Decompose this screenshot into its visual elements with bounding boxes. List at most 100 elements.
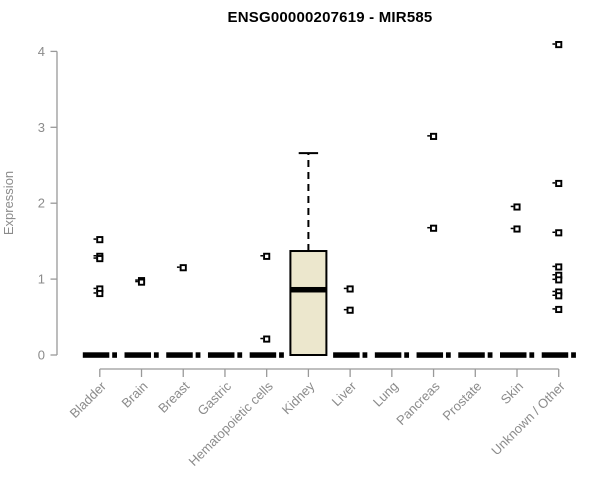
data-point <box>555 179 563 188</box>
data-point-tick <box>176 266 180 268</box>
zero-median-bar <box>333 352 360 358</box>
median-line <box>290 286 327 293</box>
data-point-tick <box>552 43 556 45</box>
data-point-tick <box>135 280 138 283</box>
x-tick-label: Liver <box>329 378 360 409</box>
data-point <box>513 225 521 233</box>
data-point-tick <box>260 255 264 257</box>
zero-median-bar <box>195 352 201 358</box>
zero-median-bar <box>124 352 152 358</box>
data-point <box>555 292 563 300</box>
box <box>289 250 328 356</box>
zero-median-bar <box>249 352 277 358</box>
y-tick-label: 1 <box>38 272 45 287</box>
data-point <box>96 255 104 263</box>
x-tick-label: Lung <box>370 379 401 410</box>
chart-title: ENSG00000207619 - MIR585 <box>227 9 433 26</box>
data-point <box>430 132 438 140</box>
zero-median-bar <box>374 352 402 358</box>
data-point-tick <box>93 255 97 257</box>
zero-median-bar <box>279 352 284 358</box>
zero-median-bar <box>237 352 243 358</box>
x-tick-label: Brain <box>119 379 151 411</box>
data-point-tick <box>552 182 556 184</box>
x-tick-label: Breast <box>155 378 192 415</box>
data-point <box>430 224 438 232</box>
data-point-tick <box>135 279 138 281</box>
zero-median-bar <box>166 352 193 358</box>
data-point <box>346 306 354 314</box>
zero-median-bar <box>82 352 110 358</box>
x-tick-label: Unknown / Other <box>488 378 568 458</box>
y-tick-label: 2 <box>38 196 45 211</box>
data-point <box>179 264 187 272</box>
data-point <box>137 278 146 286</box>
zero-median-bar <box>362 352 368 358</box>
x-tick-label: Skin <box>498 379 526 407</box>
data-point <box>346 285 354 293</box>
y-axis-label: Expression <box>1 171 16 235</box>
series-bladder <box>82 236 117 358</box>
data-point-tick <box>552 294 556 296</box>
zero-median-bar <box>500 352 527 358</box>
y-axis: 0 1 2 3 4 Expression <box>1 44 58 363</box>
x-tick-label: Pancreas <box>393 378 443 428</box>
data-point <box>555 263 563 271</box>
zero-median-bar <box>445 352 451 358</box>
data-point <box>263 252 271 260</box>
data-point <box>555 41 563 49</box>
zero-median-bar <box>404 352 410 358</box>
data-point-tick <box>427 135 430 137</box>
series-lung <box>374 352 410 358</box>
zero-median-bar <box>207 352 235 358</box>
zero-median-bar <box>529 352 535 358</box>
y-tick-label: 4 <box>38 44 45 59</box>
zero-median-bar <box>541 352 569 358</box>
series-breast <box>166 264 201 358</box>
series-prostate <box>458 352 493 358</box>
zero-median-bar <box>153 352 159 358</box>
series-hematopoietic-cells <box>249 252 284 358</box>
data-point-tick <box>93 238 97 240</box>
data-point-tick <box>510 205 514 208</box>
data-point-tick <box>552 308 556 310</box>
series-liver <box>333 285 368 358</box>
series-skin <box>500 203 535 358</box>
data-point-tick <box>552 290 556 293</box>
data-point-tick <box>552 265 556 268</box>
x-tick-label: Gastric <box>194 378 234 418</box>
zero-median-bar <box>458 352 485 358</box>
data-point <box>555 229 563 237</box>
series-gastric <box>207 352 243 358</box>
y-tick-label: 3 <box>38 120 45 135</box>
series-pancreas <box>416 132 451 358</box>
x-tick-label: Prostate <box>440 379 485 424</box>
series-kidney <box>289 152 328 356</box>
x-tick-label: Kidney <box>279 378 318 417</box>
data-point <box>96 289 104 298</box>
data-point-tick <box>93 287 97 290</box>
data-point-tick <box>93 257 97 259</box>
data-point <box>555 276 563 284</box>
data-point-tick <box>552 231 556 234</box>
series-brain <box>124 277 159 358</box>
data-point <box>96 236 104 244</box>
zero-median-bar <box>487 352 493 358</box>
data-point-tick <box>343 287 347 290</box>
data-point-tick <box>427 226 430 229</box>
data-point <box>263 335 271 343</box>
zero-median-bar <box>112 352 117 358</box>
data-point <box>513 203 521 211</box>
data-point-tick <box>343 308 347 311</box>
series-unknown-other <box>541 41 576 358</box>
data-point-tick <box>510 227 514 230</box>
data-point-tick <box>93 292 97 294</box>
zero-median-bar <box>416 352 444 358</box>
data-point-tick <box>260 337 264 340</box>
y-tick-label: 0 <box>38 348 45 363</box>
data-point-tick <box>552 278 556 281</box>
data-point <box>555 305 563 314</box>
